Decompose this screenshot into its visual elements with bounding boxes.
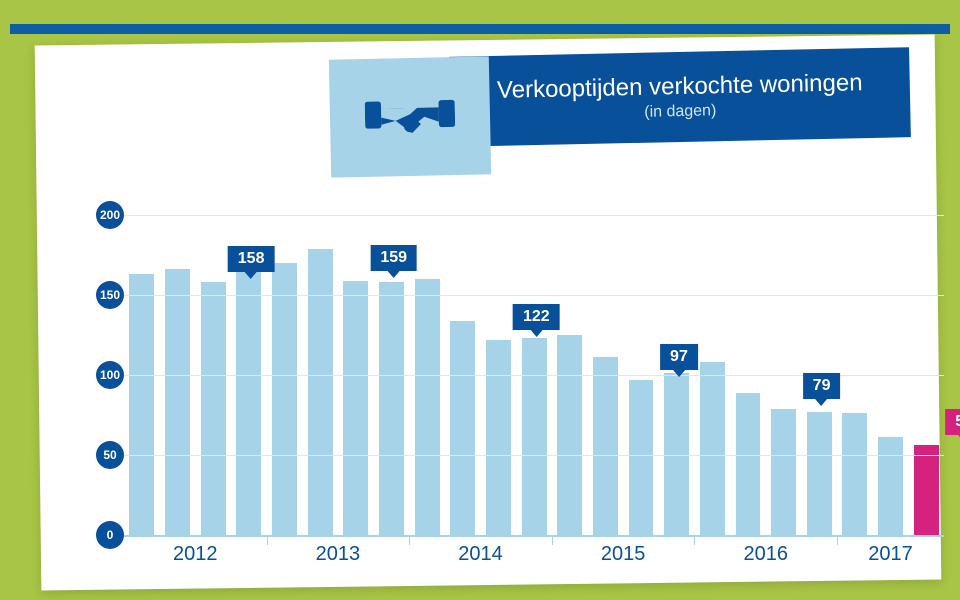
gridline — [124, 215, 944, 216]
bar — [379, 282, 404, 535]
x-axis-year-label: 2014 — [409, 535, 552, 575]
bar — [629, 380, 654, 535]
bar — [308, 249, 333, 535]
top-accent-bar — [10, 24, 950, 34]
icon-tile — [329, 56, 491, 177]
value-callout: 158 — [228, 246, 275, 272]
x-axis-year-label: 2013 — [267, 535, 410, 575]
gridline — [124, 295, 944, 296]
value-callout: 159 — [370, 245, 417, 271]
bar — [522, 338, 547, 535]
gridline — [124, 455, 944, 456]
bar — [343, 281, 368, 535]
bar — [415, 279, 440, 535]
chart-title: Verkooptijden verkochte woningen — [497, 69, 863, 105]
x-axis: 201220132014201520162017 — [124, 535, 944, 575]
bar — [450, 321, 475, 535]
bar — [593, 357, 618, 535]
bar — [878, 437, 903, 535]
bar — [557, 335, 582, 535]
y-tick-label: 150 — [96, 281, 124, 309]
x-axis-year-label: 2015 — [552, 535, 695, 575]
bar-highlight — [914, 445, 939, 535]
value-callout: 122 — [513, 304, 560, 330]
bar — [129, 274, 154, 535]
y-tick-label: 100 — [96, 361, 124, 389]
value-callout: 79 — [803, 373, 841, 399]
bar — [736, 393, 761, 535]
chart-subtitle: (in dagen) — [644, 102, 716, 122]
title-banner: Verkooptijden verkochte woningen (in dag… — [449, 47, 911, 147]
handshake-icon — [364, 88, 455, 146]
bar-chart: 050100150200158159122977956 201220132014… — [86, 215, 956, 575]
bar — [700, 362, 725, 535]
x-axis-year-label: 2017 — [837, 535, 944, 575]
bar — [236, 260, 261, 535]
bar — [272, 263, 297, 535]
y-tick-label: 50 — [96, 441, 124, 469]
plot-area: 050100150200158159122977956 — [124, 215, 944, 535]
x-axis-year-label: 2012 — [124, 535, 267, 575]
x-axis-year-label: 2016 — [694, 535, 837, 575]
bar — [771, 409, 796, 535]
value-callout: 56 — [945, 409, 960, 435]
bar — [201, 282, 226, 535]
value-callout: 97 — [660, 344, 698, 370]
bar — [807, 412, 832, 535]
y-tick-label: 200 — [96, 201, 124, 229]
bar — [165, 269, 190, 535]
bar — [486, 340, 511, 535]
y-tick-label: 0 — [96, 521, 124, 549]
bar — [842, 413, 867, 535]
